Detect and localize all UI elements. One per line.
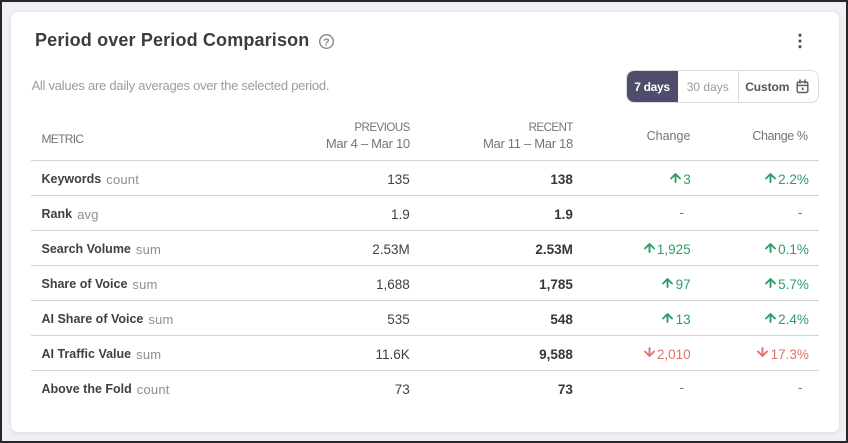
svg-text:?: ? [323, 36, 329, 48]
